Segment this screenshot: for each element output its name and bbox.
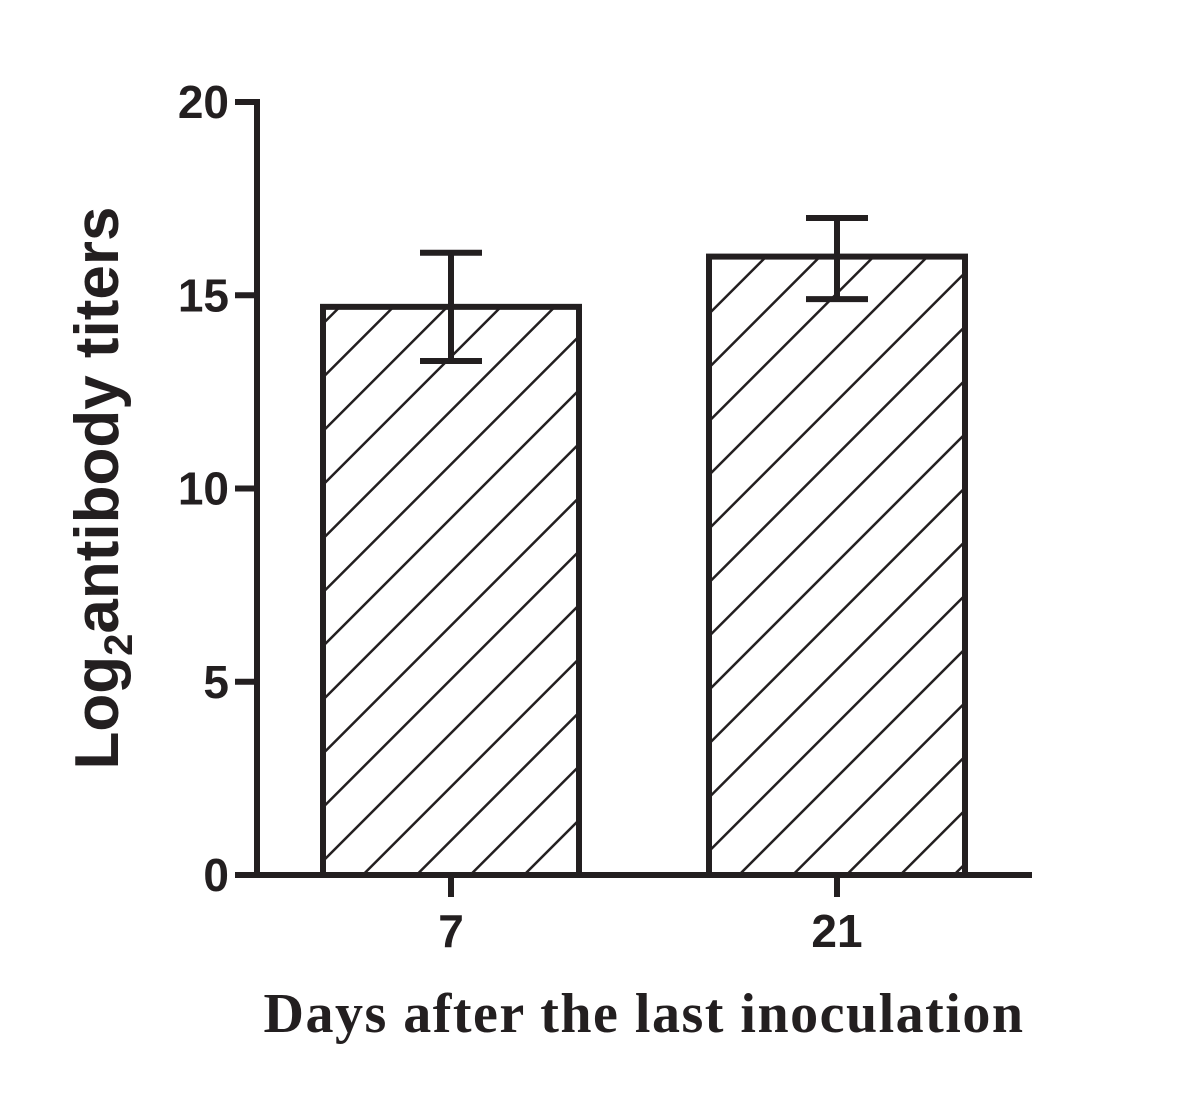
x-axis-label: Days after the last inoculation bbox=[264, 983, 1025, 1045]
bar bbox=[706, 253, 968, 879]
y-tick-label: 5 bbox=[203, 656, 229, 708]
x-tick-label: 21 bbox=[811, 905, 862, 957]
y-axis-label-main: Log bbox=[63, 656, 132, 770]
bar bbox=[320, 303, 582, 879]
y-tick-label: 10 bbox=[178, 463, 229, 515]
error-bars-layer bbox=[420, 214, 868, 364]
y-tick-label: 15 bbox=[178, 269, 229, 321]
y-axis-label-rest: antibody titers bbox=[63, 206, 132, 633]
bars-layer bbox=[320, 253, 968, 879]
y-tick-label: 20 bbox=[178, 76, 229, 128]
y-ticks: 0 5 10 15 20 bbox=[178, 76, 257, 901]
y-tick-label: 0 bbox=[203, 849, 229, 901]
y-axis-label: Log2antibody titers bbox=[63, 206, 141, 769]
x-ticks: 7 21 bbox=[438, 875, 863, 957]
x-tick-label: 7 bbox=[438, 905, 464, 957]
y-axis-label-subscript: 2 bbox=[97, 634, 141, 656]
